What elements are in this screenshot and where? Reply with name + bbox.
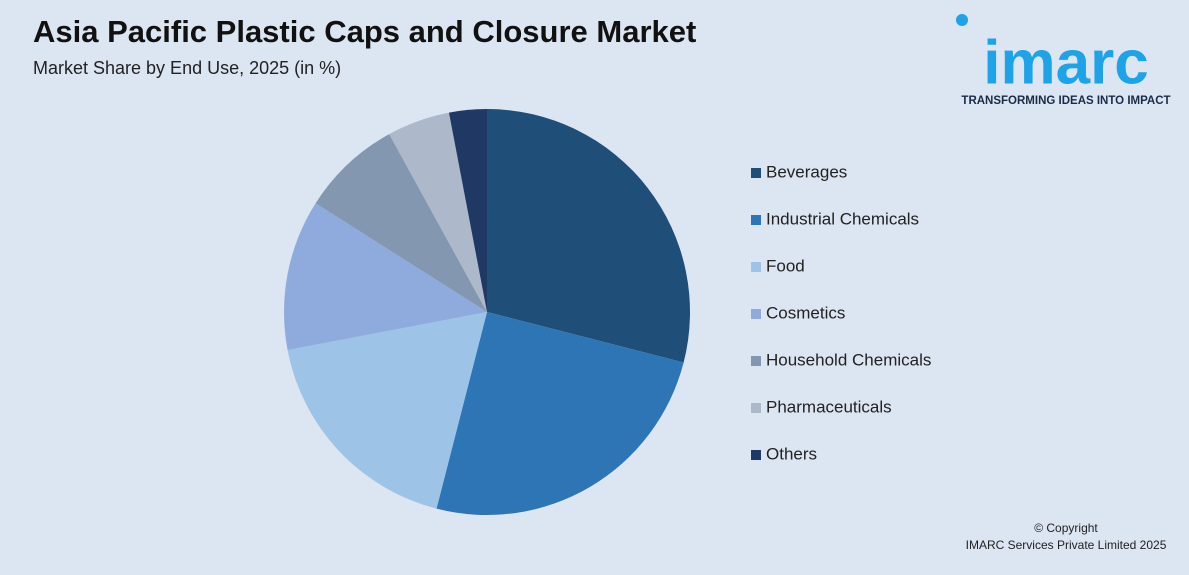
- legend-label: Beverages: [766, 162, 847, 181]
- legend-swatch: [751, 403, 761, 413]
- legend-label: Food: [766, 256, 805, 275]
- pie-slice: [389, 112, 487, 312]
- legend-swatch: [751, 168, 761, 178]
- legend-swatch: [751, 309, 761, 319]
- pie-slice: [448, 109, 487, 312]
- legend-swatch: [751, 262, 761, 272]
- logo: imarc: [983, 28, 1148, 97]
- pie-slice: [436, 312, 684, 515]
- pie-slice: [287, 312, 487, 509]
- legend-label: Pharmaceuticals: [766, 397, 892, 416]
- pie-slice: [284, 203, 487, 351]
- legend-label: Others: [766, 444, 817, 463]
- chart-subtitle: Market Share by End Use, 2025 (in %): [33, 58, 341, 78]
- pie-slice: [315, 134, 487, 312]
- pie-slice: [487, 109, 690, 363]
- legend-label: Industrial Chemicals: [766, 209, 919, 228]
- copyright: IMARC Services Private Limited 2025: [966, 538, 1167, 552]
- copyright: © Copyright: [1034, 521, 1098, 535]
- legend-swatch: [751, 450, 761, 460]
- legend-label: Household Chemicals: [766, 350, 931, 369]
- chart-title: Asia Pacific Plastic Caps and Closure Ma…: [33, 14, 696, 49]
- legend-swatch: [751, 356, 761, 366]
- logo-tagline: TRANSFORMING IDEAS INTO IMPACT: [961, 95, 1170, 107]
- logo-dot: [956, 14, 968, 26]
- legend-swatch: [751, 215, 761, 225]
- legend-label: Cosmetics: [766, 303, 845, 322]
